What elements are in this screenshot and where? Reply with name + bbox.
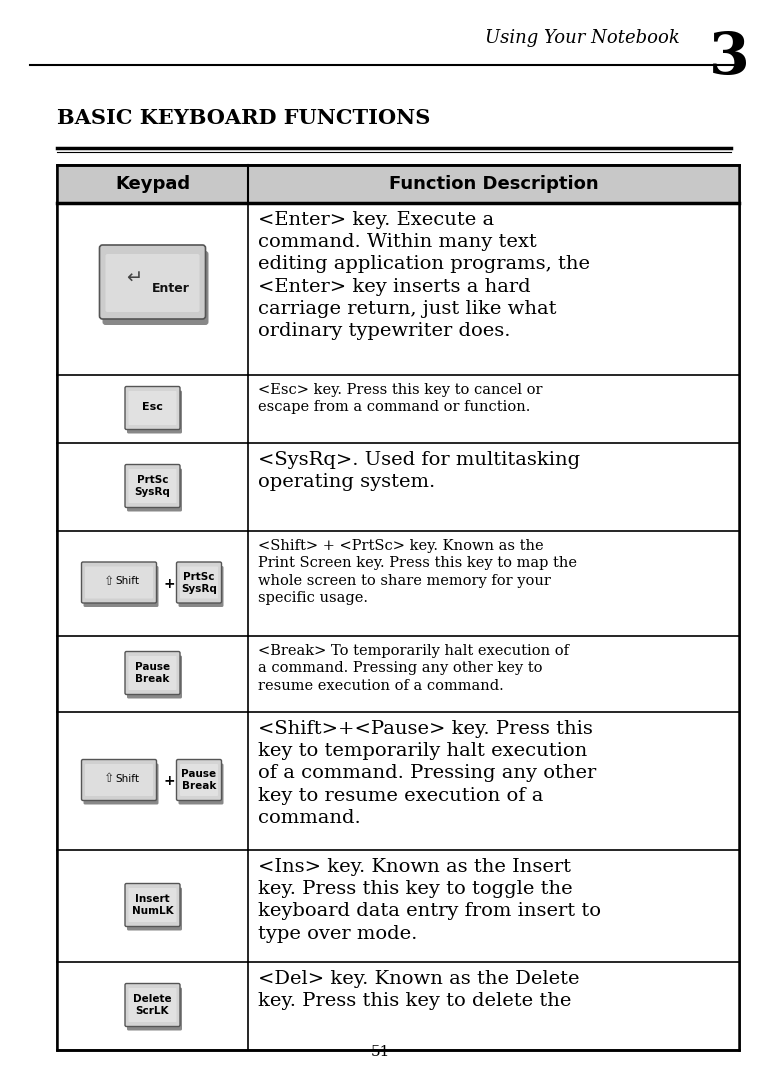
Text: Break: Break [182,781,216,791]
Text: Keypad: Keypad [115,174,190,193]
Text: Break: Break [135,674,170,684]
FancyBboxPatch shape [125,652,180,695]
FancyBboxPatch shape [100,244,205,319]
Text: NumLK: NumLK [132,906,174,917]
Text: Function Description: Function Description [389,174,598,193]
Text: BASIC KEYBOARD FUNCTIONS: BASIC KEYBOARD FUNCTIONS [57,108,431,128]
FancyBboxPatch shape [180,764,218,796]
Text: Shift: Shift [115,576,139,587]
Text: <Shift> + <PrtSc> key. Known as the
Print Screen key. Press this key to map the
: <Shift> + <PrtSc> key. Known as the Prin… [258,538,577,605]
Text: <Shift>+<Pause> key. Press this
key to temporarily halt execution
of a command. : <Shift>+<Pause> key. Press this key to t… [258,721,597,827]
Text: Pause: Pause [135,662,170,672]
FancyBboxPatch shape [129,391,177,425]
FancyBboxPatch shape [129,889,177,922]
Bar [57,165,739,1050]
FancyBboxPatch shape [106,254,199,312]
FancyBboxPatch shape [129,988,177,1022]
Bar [57,375,739,443]
FancyBboxPatch shape [127,468,182,512]
Bar [57,165,739,202]
FancyBboxPatch shape [177,562,221,603]
FancyBboxPatch shape [81,759,157,800]
Text: Using Your Notebook: Using Your Notebook [486,29,680,47]
FancyBboxPatch shape [127,391,182,434]
Bar [57,962,739,1050]
Text: +: + [163,774,175,788]
Text: ⇧: ⇧ [103,772,114,785]
FancyBboxPatch shape [129,656,177,690]
Text: <Enter> key. Execute a
command. Within many text
editing application programs, t: <Enter> key. Execute a command. Within m… [258,211,590,340]
Text: <Ins> key. Known as the Insert
key. Press this key to toggle the
keyboard data e: <Ins> key. Known as the Insert key. Pres… [258,858,601,942]
Text: Pause: Pause [181,769,217,779]
Text: <Break> To temporarily halt execution of
a command. Pressing any other key to
re: <Break> To temporarily halt execution of… [258,644,569,693]
Text: +: + [163,576,175,590]
Text: Insert: Insert [135,894,170,904]
Bar [57,637,739,712]
Text: <SysRq>. Used for multitasking
operating system.: <SysRq>. Used for multitasking operating… [258,451,580,491]
FancyBboxPatch shape [81,562,157,603]
Text: PrtSc: PrtSc [137,475,168,485]
Bar [57,202,739,375]
FancyBboxPatch shape [177,759,221,800]
Text: <Esc> key. Press this key to cancel or
escape from a command or function.: <Esc> key. Press this key to cancel or e… [258,383,543,415]
FancyBboxPatch shape [125,387,180,430]
Bar [57,850,739,962]
Bar [57,712,739,850]
FancyBboxPatch shape [125,464,180,507]
Bar [57,443,739,531]
Text: SysRq: SysRq [181,584,217,593]
Text: SysRq: SysRq [135,487,170,496]
Text: ↵: ↵ [126,268,143,288]
FancyBboxPatch shape [103,251,209,325]
Text: Delete: Delete [133,994,172,1004]
FancyBboxPatch shape [179,764,224,805]
FancyBboxPatch shape [125,983,180,1026]
Text: Esc: Esc [142,402,163,412]
FancyBboxPatch shape [127,988,182,1031]
Text: Enter: Enter [151,281,189,294]
Text: 51: 51 [371,1045,390,1059]
FancyBboxPatch shape [179,567,224,607]
FancyBboxPatch shape [85,764,153,796]
FancyBboxPatch shape [180,567,218,599]
FancyBboxPatch shape [127,887,182,931]
FancyBboxPatch shape [125,883,180,926]
Text: ⇧: ⇧ [103,575,114,588]
Bar [57,531,739,637]
FancyBboxPatch shape [127,656,182,699]
FancyBboxPatch shape [84,567,158,607]
Text: ScrLK: ScrLK [135,1006,169,1016]
Text: <Del> key. Known as the Delete
key. Press this key to delete the: <Del> key. Known as the Delete key. Pres… [258,970,579,1010]
FancyBboxPatch shape [129,468,177,503]
FancyBboxPatch shape [84,764,158,805]
Text: Shift: Shift [115,774,139,784]
FancyBboxPatch shape [85,567,153,599]
Text: PrtSc: PrtSc [183,572,215,582]
Text: 3: 3 [709,30,750,86]
